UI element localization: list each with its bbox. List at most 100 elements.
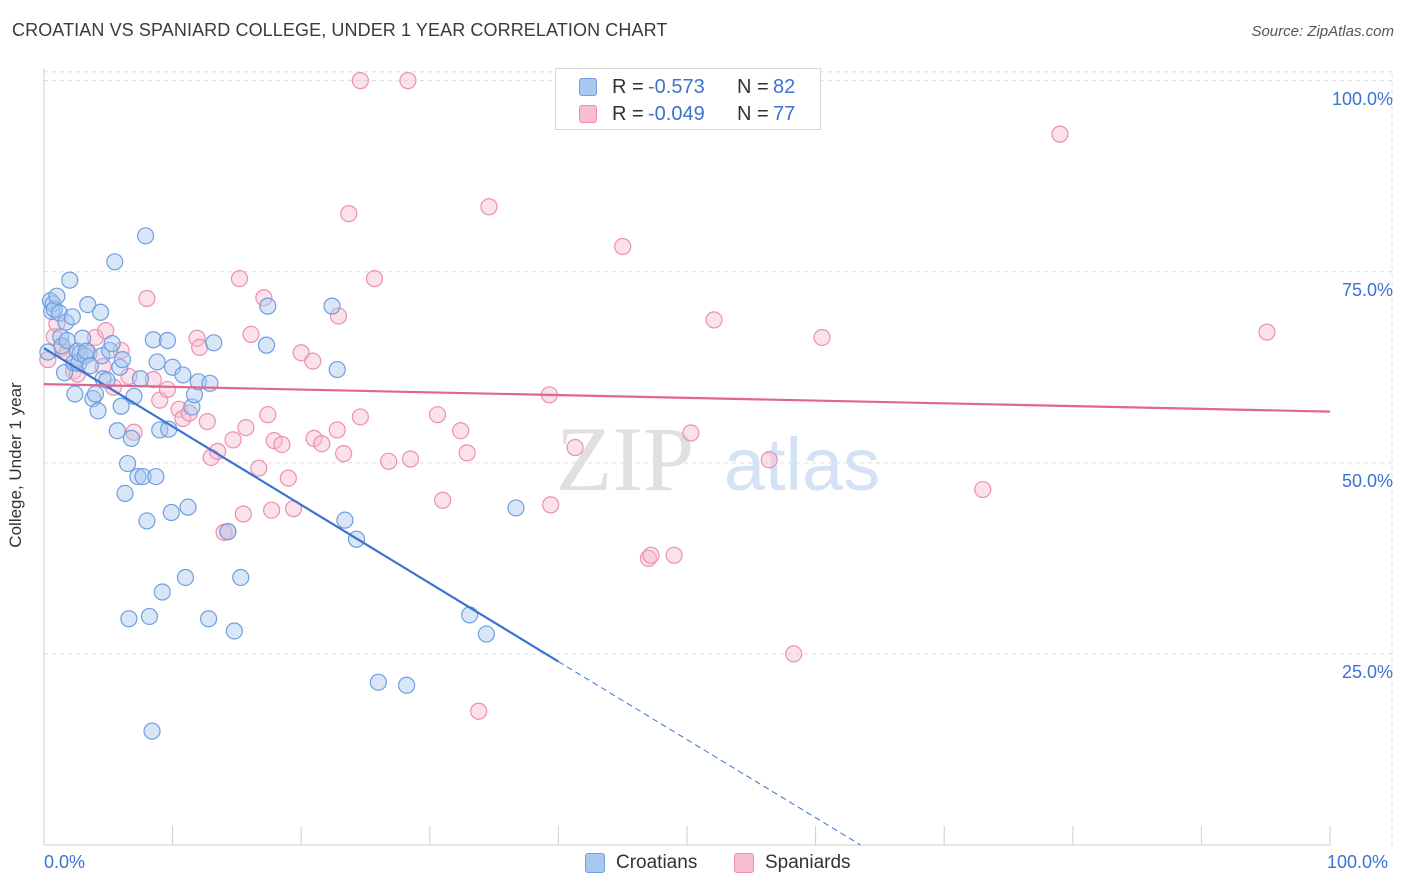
y-tick-label: 50.0% [1341,470,1393,491]
spaniard-point [974,480,992,499]
croatian-point [200,610,218,628]
spaniards-points [39,72,1276,720]
watermark: ZIP atlas [556,408,880,510]
spaniard-point [259,406,277,424]
watermark-zip: ZIP [556,408,694,510]
spaniard-point [614,237,632,256]
croatian-point [129,467,147,486]
spaniard-point [1258,323,1276,341]
spaniard-point [665,546,683,564]
spaniards-trend-line [43,382,1331,413]
croatian-point [77,342,96,360]
chart-title: CROATIAN VS SPANIARD COLLEGE, UNDER 1 YE… [12,20,668,40]
spaniard-point [273,435,291,454]
spaniard-point [480,198,498,216]
croatian-point [328,360,346,379]
spaniard-point [1051,125,1069,143]
spaniard-point [682,424,700,442]
croatians-legend-label: Croatians [616,852,698,873]
croatian-point [174,366,192,384]
spaniard-point [237,419,255,437]
croatian-point [120,610,138,628]
spaniard-point [191,338,209,357]
croatians-trend-line [43,347,559,663]
n-value: 77 [773,103,796,125]
n-label: N = [737,103,769,125]
spaniard-point [458,444,476,462]
spaniard-point [351,408,369,426]
croatian-point [151,421,169,439]
spaniard-point [639,549,658,567]
spaniards-swatch [579,105,597,123]
spaniard-point [328,421,346,439]
spaniard-point [428,406,447,424]
spaniard-point [304,352,322,370]
spaniard-point [401,450,420,468]
n-label: N = [737,76,769,98]
croatian-point [116,484,134,502]
croatians-legend-swatch [585,853,605,873]
spaniard-point [224,431,242,449]
croatian-point [131,370,150,388]
croatian-point [201,374,219,392]
croatian-point [118,454,137,473]
spaniard-point [399,72,417,90]
spaniard-point [313,435,331,453]
croatian-point [219,523,237,541]
spaniard-point [230,270,249,288]
croatian-point [89,402,107,420]
trend-lines [43,347,1331,846]
croatian-point [108,422,126,440]
croatian-point [369,673,387,691]
croatian-point [148,353,166,371]
croatian-point [205,334,223,352]
source-label: Source: ZipAtlas.com [1251,23,1394,40]
spaniard-point [813,328,831,347]
croatian-point [103,334,121,353]
spaniard-point [263,501,281,519]
axes [43,68,1331,846]
spaniard-point [760,451,778,469]
spaniard-point [234,505,252,523]
croatian-point [158,331,177,350]
croatian-point [138,512,156,530]
croatian-point [225,622,243,640]
croatian-point [73,329,92,347]
croatian-point [106,253,124,271]
croatian-point [143,722,161,740]
croatian-point [122,429,141,447]
croatian-point [176,568,195,587]
spaniard-point [329,307,348,325]
spaniards-legend-label: Spaniards [765,852,851,873]
n-value: 82 [773,76,796,98]
spaniards-legend-swatch [734,853,754,873]
gridlines [44,71,1393,845]
spaniard-point [566,438,584,457]
croatian-point [140,607,159,626]
spaniard-point [335,445,353,463]
spaniard-point [292,344,310,362]
spaniard-point [242,325,260,344]
spaniard-point [138,289,156,308]
croatian-point [477,625,495,643]
croatian-point [153,583,171,601]
croatian-point [162,503,180,522]
croatians-trend-extension [558,661,861,846]
spaniard-point [250,459,268,477]
r-label: R = [612,76,644,98]
spaniard-point [705,311,723,329]
croatian-point [86,385,105,403]
croatians-points [39,227,525,740]
r-label: R = [612,103,644,125]
x-tick-label: 100.0% [1327,852,1389,872]
y-tick-label: 25.0% [1341,661,1393,682]
croatian-point [179,498,197,516]
croatian-point [48,287,66,305]
croatian-point [336,511,354,529]
x-tick-label: 0.0% [44,852,86,872]
croatian-point [259,297,277,315]
croatian-point [136,227,155,245]
spaniard-point [452,422,470,440]
r-value: -0.049 [648,103,705,125]
